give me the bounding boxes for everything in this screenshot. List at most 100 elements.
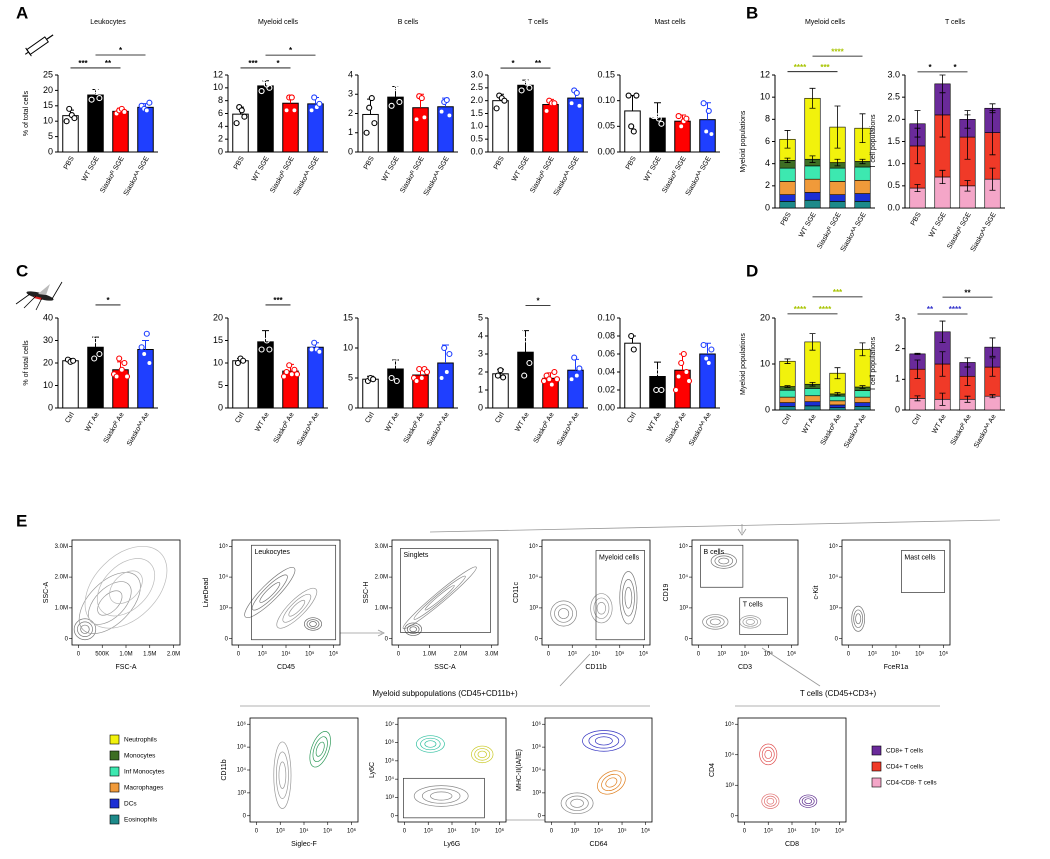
- data-point: [113, 373, 120, 380]
- contour: [315, 741, 325, 757]
- y-tick-label: 0: [218, 146, 223, 156]
- x-tick-label: 10⁴: [740, 651, 750, 658]
- contour: [702, 614, 729, 630]
- y-tick-label: 10⁴: [529, 574, 539, 581]
- significance-label: ****: [819, 305, 832, 314]
- bar-segment: [854, 396, 871, 403]
- contour: [742, 617, 759, 627]
- error-bar: [809, 382, 816, 387]
- significance-label: ***: [273, 296, 283, 305]
- y-tick-label: 0.02: [597, 384, 615, 394]
- y-axis-label: CD4: [709, 763, 716, 777]
- data-point: [658, 120, 665, 127]
- data-point: [551, 368, 558, 376]
- x-axis-label: FceR1a: [884, 664, 909, 671]
- contour: [601, 773, 622, 792]
- legend-label: Eosinophils: [124, 817, 158, 824]
- data-point: [418, 374, 425, 382]
- y-tick-label: 15: [43, 100, 53, 110]
- y-tick-label: 3: [478, 348, 483, 358]
- data-point: [628, 123, 635, 130]
- significance-label: ****: [831, 47, 844, 56]
- contour: [471, 745, 494, 764]
- bar-segment: [829, 201, 846, 209]
- section-title: T cells (CD45+CD3+): [800, 689, 877, 698]
- y-tick-label: 0.10: [597, 95, 615, 105]
- x-tick-label: 10³: [424, 829, 433, 835]
- data-point: [443, 368, 450, 376]
- contour: [619, 571, 638, 625]
- y-tick-label: 0.0: [887, 202, 900, 212]
- data-point: [241, 113, 248, 120]
- y-tick-label: 0.00: [597, 402, 615, 412]
- data-point: [630, 346, 637, 353]
- y-tick-label: 0.0: [470, 146, 483, 156]
- y-tick-label: 0: [895, 404, 900, 414]
- significance-label: *: [953, 63, 957, 72]
- x-tick-label: 10⁵: [811, 828, 821, 835]
- data-point: [141, 350, 148, 358]
- data-point: [540, 377, 548, 385]
- y-tick-label: 2: [218, 134, 223, 144]
- bar-segment: [804, 165, 821, 180]
- x-tick-label: 0: [237, 652, 241, 658]
- bar-segment: [779, 406, 796, 411]
- data-point: [371, 120, 378, 127]
- flow-plot-frame: [397, 717, 507, 823]
- data-point: [438, 374, 445, 382]
- x-axis-label: CD64: [590, 841, 608, 848]
- x-tick-label: Ctrl: [494, 411, 506, 424]
- y-tick-label: 10⁶: [532, 721, 542, 728]
- bar-segment: [829, 407, 846, 411]
- contour: [84, 545, 168, 629]
- error-bar: [859, 158, 866, 165]
- bar-segment: [779, 389, 796, 398]
- y-tick-label: 2.5: [470, 82, 483, 92]
- flow-plot-frame: [249, 717, 359, 823]
- x-tick-label: 10⁵: [323, 828, 333, 835]
- data-point: [628, 332, 635, 340]
- bar-segment: [779, 181, 796, 195]
- significance-label: **: [535, 59, 542, 68]
- y-tick-label: 0.5: [470, 134, 483, 144]
- error-bar: [989, 167, 996, 191]
- y-tick-label: 3: [348, 89, 353, 99]
- error-bar: [914, 184, 921, 192]
- data-point: [446, 350, 453, 358]
- data-point: [438, 108, 445, 115]
- contour: [560, 792, 594, 815]
- contour: [764, 749, 773, 759]
- bar: [137, 349, 154, 409]
- y-tick-label: 10³: [529, 605, 538, 611]
- bar-segment: [779, 360, 796, 387]
- significance-label: *: [536, 297, 540, 306]
- panel-label: E: [16, 511, 27, 530]
- y-tick-label: 10⁵: [237, 744, 247, 751]
- contour: [761, 746, 775, 763]
- contour: [413, 575, 466, 620]
- data-point: [286, 362, 293, 369]
- y-tick-label: 30: [43, 335, 53, 345]
- data-point: [283, 368, 290, 376]
- contour: [706, 616, 725, 628]
- y-tick-label: 1.0: [470, 121, 483, 131]
- error-bar: [809, 87, 816, 109]
- x-tick-label: 0: [397, 652, 401, 658]
- gate-label: Myeloid cells: [599, 554, 640, 561]
- x-tick-label: 0: [743, 829, 747, 835]
- y-tick-label: 5: [478, 312, 483, 322]
- data-point: [675, 113, 682, 120]
- x-axis-label: CD11b: [585, 664, 606, 671]
- y-tick-label: 0: [385, 636, 389, 642]
- data-point: [703, 355, 710, 362]
- contour: [96, 558, 156, 617]
- data-point: [501, 97, 508, 104]
- legend-label: Monocytes: [124, 753, 156, 760]
- error-bar: [654, 102, 661, 119]
- chart-title: Mast cells: [654, 19, 686, 26]
- significance-label: ***: [833, 288, 843, 297]
- y-tick-label: 0: [731, 813, 735, 819]
- contour: [761, 793, 780, 809]
- data-point: [146, 359, 153, 367]
- y-tick-label: 4: [348, 69, 353, 79]
